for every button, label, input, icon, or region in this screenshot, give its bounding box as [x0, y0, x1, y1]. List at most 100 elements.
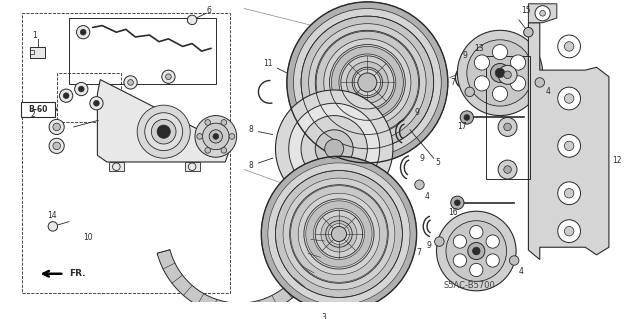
Circle shape: [289, 103, 380, 194]
Text: 9: 9: [419, 154, 424, 163]
Circle shape: [558, 182, 580, 204]
Circle shape: [205, 120, 211, 125]
Circle shape: [152, 119, 176, 144]
Circle shape: [492, 45, 508, 60]
Circle shape: [524, 27, 533, 37]
Text: FR.: FR.: [69, 269, 86, 278]
Circle shape: [308, 24, 426, 141]
Circle shape: [298, 193, 380, 275]
Bar: [30, 47, 45, 58]
Circle shape: [314, 208, 365, 260]
Circle shape: [79, 86, 84, 92]
Circle shape: [558, 87, 580, 110]
Text: 9: 9: [462, 51, 467, 60]
Text: 13: 13: [474, 44, 484, 53]
Bar: [30, 50, 34, 54]
Bar: [22, 13, 230, 293]
Circle shape: [460, 111, 474, 124]
Circle shape: [166, 74, 172, 79]
Polygon shape: [184, 162, 200, 171]
Circle shape: [535, 6, 550, 21]
Circle shape: [81, 29, 86, 35]
Circle shape: [306, 201, 372, 267]
Circle shape: [75, 82, 88, 96]
Text: 9: 9: [426, 241, 431, 250]
Circle shape: [453, 254, 467, 267]
Text: 8: 8: [249, 125, 253, 134]
Circle shape: [90, 97, 103, 110]
Circle shape: [209, 130, 223, 143]
Circle shape: [535, 78, 545, 87]
Circle shape: [229, 134, 235, 139]
Circle shape: [77, 26, 90, 39]
Circle shape: [498, 117, 517, 137]
Circle shape: [509, 256, 519, 265]
Circle shape: [93, 100, 99, 106]
Circle shape: [202, 123, 229, 150]
Text: 12: 12: [612, 156, 621, 165]
Circle shape: [195, 115, 237, 157]
Circle shape: [495, 68, 505, 78]
Text: 4: 4: [424, 192, 429, 201]
Circle shape: [332, 47, 403, 118]
Text: 3: 3: [322, 313, 327, 319]
Bar: [69, 18, 216, 84]
Circle shape: [49, 138, 64, 153]
Circle shape: [63, 93, 69, 99]
Circle shape: [472, 247, 480, 255]
Circle shape: [301, 16, 434, 149]
Circle shape: [137, 105, 190, 158]
Text: 7: 7: [451, 78, 456, 87]
Circle shape: [60, 89, 73, 102]
Circle shape: [558, 35, 580, 58]
Circle shape: [564, 141, 574, 151]
Circle shape: [465, 87, 474, 97]
Circle shape: [435, 237, 444, 246]
Circle shape: [316, 31, 419, 134]
Circle shape: [291, 186, 387, 282]
Circle shape: [301, 115, 367, 182]
Text: 5: 5: [436, 159, 440, 167]
Circle shape: [564, 42, 574, 51]
Circle shape: [287, 2, 448, 163]
Circle shape: [283, 178, 395, 290]
Circle shape: [474, 76, 490, 91]
Circle shape: [268, 163, 410, 305]
Circle shape: [540, 11, 545, 16]
Circle shape: [490, 63, 509, 82]
Text: 16: 16: [448, 208, 458, 217]
Circle shape: [124, 76, 137, 89]
Circle shape: [354, 69, 381, 96]
Circle shape: [275, 90, 393, 207]
FancyBboxPatch shape: [20, 102, 55, 117]
Circle shape: [332, 226, 346, 241]
Circle shape: [157, 125, 170, 138]
Circle shape: [328, 224, 349, 244]
Bar: [57, 73, 121, 122]
Circle shape: [458, 30, 543, 115]
Circle shape: [464, 115, 470, 120]
Circle shape: [48, 222, 58, 231]
Circle shape: [470, 263, 483, 277]
Text: 15: 15: [521, 6, 531, 15]
Polygon shape: [529, 4, 557, 23]
Circle shape: [294, 9, 441, 156]
Polygon shape: [109, 162, 124, 171]
Text: 10: 10: [83, 233, 93, 242]
Circle shape: [474, 55, 490, 70]
Circle shape: [504, 166, 511, 173]
Circle shape: [558, 135, 580, 157]
Circle shape: [454, 200, 460, 205]
Circle shape: [468, 242, 485, 260]
Circle shape: [49, 119, 64, 135]
Circle shape: [470, 226, 483, 239]
Circle shape: [316, 130, 353, 168]
Text: B-60: B-60: [28, 105, 47, 115]
Circle shape: [221, 147, 227, 153]
Circle shape: [324, 39, 411, 126]
Circle shape: [205, 147, 211, 153]
Circle shape: [53, 123, 60, 131]
Text: 1: 1: [32, 31, 36, 40]
Circle shape: [453, 235, 467, 248]
Polygon shape: [529, 23, 609, 260]
